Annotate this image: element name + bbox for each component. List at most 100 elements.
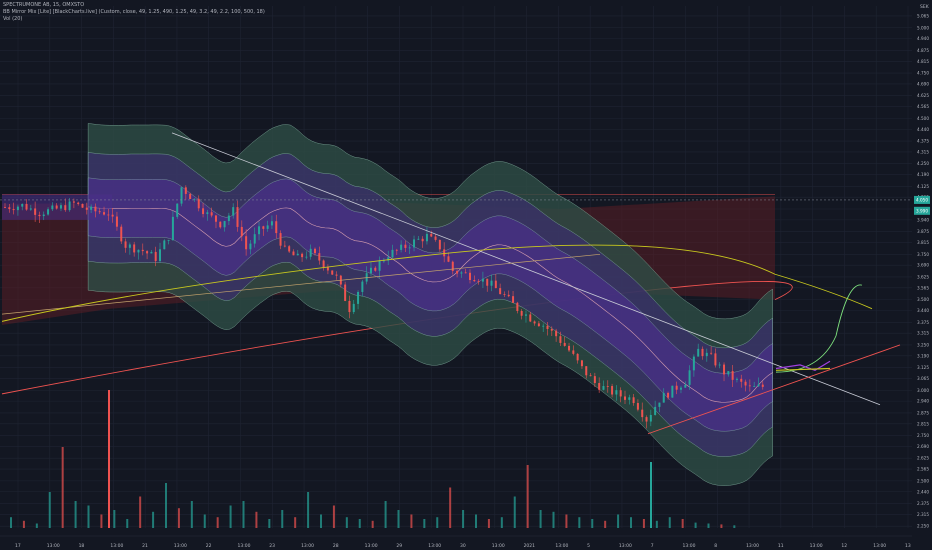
price-tick-label: 2.565 bbox=[917, 467, 929, 472]
candle-body bbox=[589, 375, 592, 377]
candle-body bbox=[456, 270, 459, 274]
price-tick-label: 4.690 bbox=[917, 81, 929, 86]
candle-body bbox=[64, 205, 67, 211]
candle-body bbox=[288, 246, 291, 252]
candle-body bbox=[447, 256, 450, 262]
candle-body bbox=[262, 226, 265, 229]
volume-bars bbox=[10, 390, 736, 528]
time-tick-label: 13:00 bbox=[683, 543, 696, 549]
candle-body bbox=[404, 244, 407, 248]
candle-body bbox=[369, 267, 372, 274]
candle-body bbox=[705, 352, 708, 357]
candle-body bbox=[710, 352, 713, 354]
candle-body bbox=[124, 241, 127, 248]
candle-body bbox=[727, 371, 730, 375]
volume-bar bbox=[332, 505, 335, 528]
time-tick-label: 13:00 bbox=[810, 543, 823, 549]
volume-bar bbox=[410, 514, 413, 528]
candle-body bbox=[301, 253, 304, 258]
volume-bar bbox=[526, 465, 529, 528]
volume-title: Vol (20) bbox=[3, 16, 23, 22]
candle-body bbox=[34, 208, 37, 215]
price-axis-unit: SEK bbox=[920, 4, 930, 10]
candle-body bbox=[137, 249, 140, 253]
candle-body bbox=[253, 234, 256, 244]
volume-bar bbox=[165, 483, 167, 528]
candle-body bbox=[167, 239, 170, 241]
candle-body bbox=[326, 267, 329, 271]
candle-body bbox=[275, 221, 278, 234]
price-tick-label: 3.315 bbox=[917, 331, 929, 336]
candle-body bbox=[473, 279, 476, 282]
time-axis[interactable]: 17 13:00 18 13:00 21 13:00 22 13:00 23 13:00 28 13:… bbox=[0, 535, 912, 549]
candle-body bbox=[667, 392, 670, 398]
volume-bar bbox=[61, 447, 64, 528]
candle-body bbox=[740, 378, 743, 382]
volume-legend[interactable]: Vol (20) bbox=[3, 16, 22, 23]
candle-body bbox=[344, 284, 347, 301]
price-tick-label: 4.315 bbox=[917, 149, 929, 154]
candle-body bbox=[469, 272, 471, 280]
price-axis[interactable]: SEK 5.065 5.000 4.940 4.875 4.815 4.750 4.690 4.… bbox=[912, 0, 932, 550]
price-tick-label: 3.440 bbox=[917, 308, 929, 313]
candle-body bbox=[507, 294, 510, 297]
candle-body bbox=[283, 245, 286, 247]
candle-body bbox=[537, 323, 540, 327]
volume-bar bbox=[449, 487, 452, 528]
candle-body bbox=[98, 211, 101, 213]
candle-body bbox=[184, 187, 187, 194]
price-tick-label: 2.625 bbox=[917, 456, 929, 461]
candle-body bbox=[374, 267, 377, 271]
time-tick-label: 13:00 bbox=[619, 543, 632, 549]
candle-body bbox=[25, 203, 28, 210]
candle-body bbox=[408, 247, 411, 249]
candle-body bbox=[555, 330, 558, 337]
volume-bar bbox=[565, 514, 568, 528]
candle-body bbox=[245, 236, 248, 250]
volume-bar bbox=[281, 510, 284, 528]
candle-body bbox=[477, 281, 480, 282]
price-tick-label: 3.125 bbox=[917, 365, 929, 370]
candle-body bbox=[400, 244, 403, 250]
time-tick-label: 13:00 bbox=[492, 543, 505, 549]
volume-spike bbox=[108, 390, 110, 528]
candle-body bbox=[180, 187, 183, 204]
yellow-ma bbox=[1, 244, 873, 322]
volume-bar bbox=[35, 523, 38, 528]
yellow-projection bbox=[775, 367, 831, 371]
volume-bar bbox=[268, 519, 271, 528]
candle-body bbox=[309, 248, 312, 257]
candle-body bbox=[120, 226, 123, 242]
volume-bar bbox=[655, 520, 658, 528]
price-tick-label: 3.875 bbox=[917, 229, 929, 234]
price-tick-label: 3.190 bbox=[917, 353, 929, 358]
time-tick-label: 8 bbox=[714, 543, 717, 549]
candle-body bbox=[645, 417, 648, 422]
candle-body bbox=[42, 214, 45, 217]
symbol-legend[interactable]: SPECTRUMONE AB, 15, OMXSTO bbox=[3, 2, 84, 9]
candle-body bbox=[51, 205, 54, 210]
candle-body bbox=[236, 207, 239, 227]
candle-body bbox=[675, 385, 678, 390]
price-tick-label: 2.250 bbox=[917, 524, 929, 529]
volume-bar bbox=[74, 501, 77, 528]
price-tick-label: 5.065 bbox=[917, 13, 929, 18]
volume-bar bbox=[630, 517, 632, 528]
candle-body bbox=[516, 302, 519, 311]
candle-body bbox=[641, 409, 644, 418]
candle-body bbox=[387, 257, 390, 261]
time-tick-label: 28 bbox=[333, 543, 339, 549]
candle-body bbox=[197, 198, 200, 209]
volume-bar bbox=[100, 514, 103, 528]
indicator-legend[interactable]: BB Mirror Mix [Lite] [BlackCharts.live] … bbox=[3, 9, 265, 16]
candle-body bbox=[438, 239, 441, 250]
trendline-down bbox=[171, 132, 881, 406]
candle-body bbox=[684, 384, 687, 388]
candle-body bbox=[611, 386, 614, 395]
time-tick-label: 21 bbox=[142, 543, 148, 549]
candle-body bbox=[503, 294, 506, 295]
price-tick-label: 2.500 bbox=[917, 478, 929, 483]
price-tick-label: 4.375 bbox=[917, 139, 929, 144]
candle-body bbox=[761, 384, 764, 387]
